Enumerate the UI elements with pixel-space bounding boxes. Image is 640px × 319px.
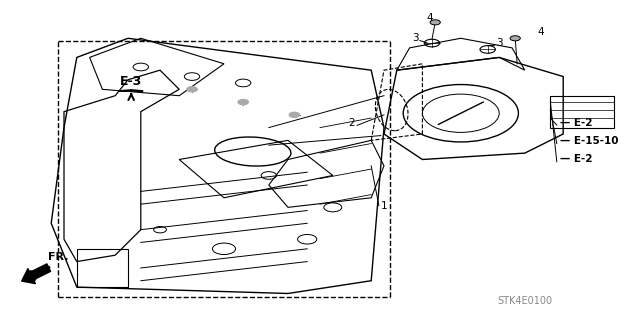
Text: STK4E0100: STK4E0100 [497,296,552,307]
Circle shape [238,100,248,105]
Text: 2: 2 [349,118,355,128]
FancyArrowPatch shape [22,264,51,284]
Circle shape [289,112,300,117]
Text: 4: 4 [538,27,544,37]
Text: 3: 3 [412,33,419,43]
Text: 4: 4 [426,13,433,23]
Text: — E-15-10: — E-15-10 [560,136,618,146]
Text: 3: 3 [496,38,502,48]
Text: — E-2: — E-2 [560,154,593,164]
Circle shape [430,20,440,25]
Circle shape [510,36,520,41]
Text: — E-2: — E-2 [560,118,593,128]
Text: E-3: E-3 [120,75,142,88]
Circle shape [187,87,197,92]
Text: 1: 1 [381,201,387,211]
Text: FR.: FR. [48,252,68,262]
